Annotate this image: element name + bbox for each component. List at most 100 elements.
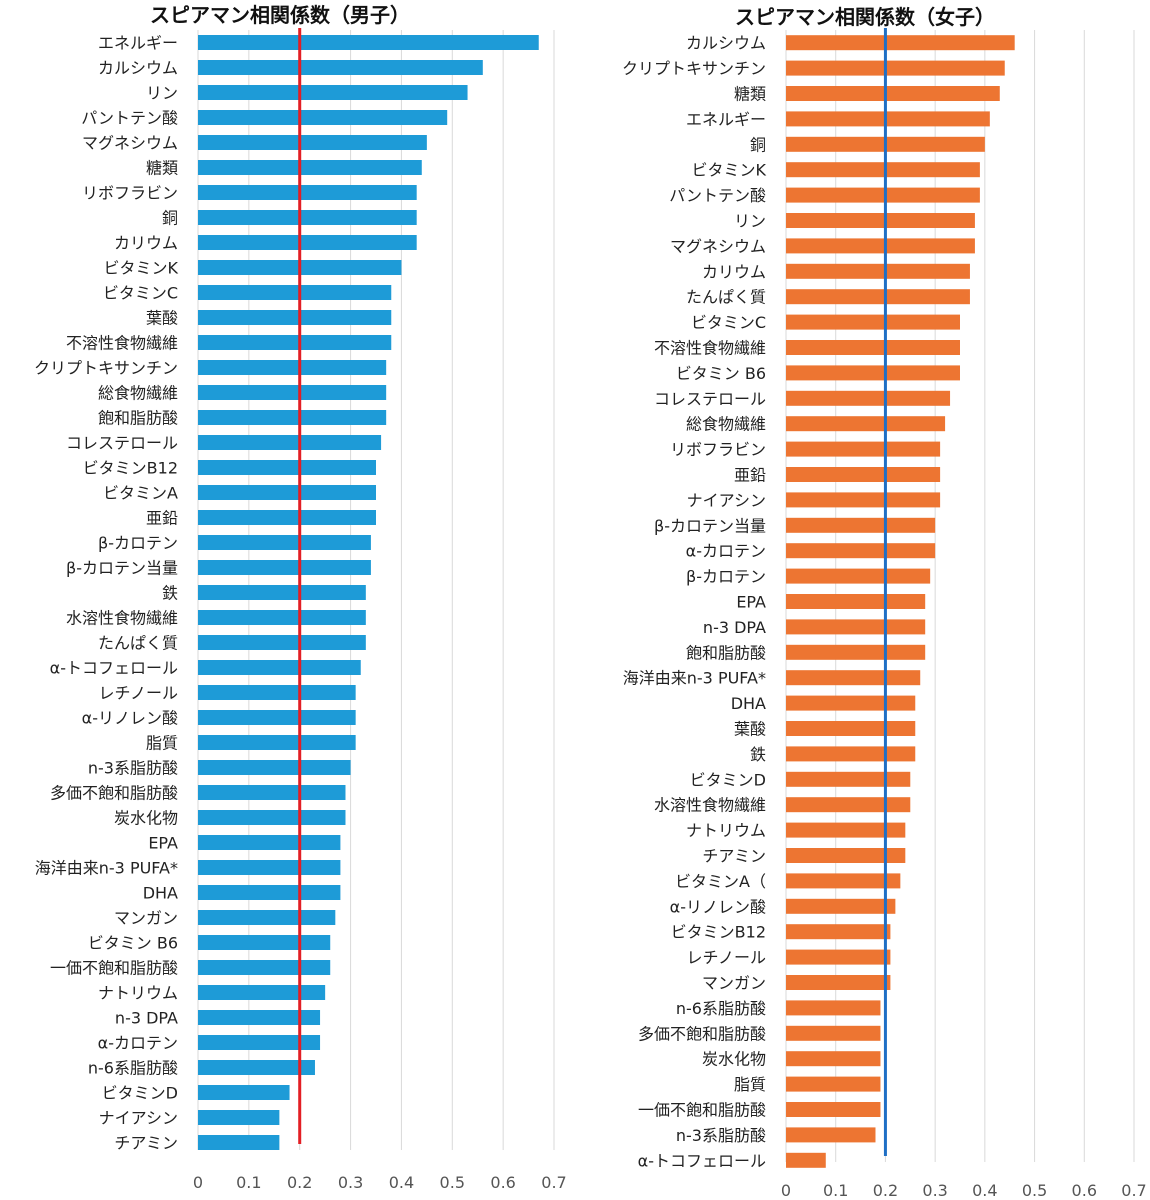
category-label: 飽和脂肪酸 [98, 409, 178, 428]
category-label: チアミン [702, 847, 766, 866]
bar-female [786, 1000, 881, 1016]
category-label: マグネシウム [670, 237, 766, 256]
bar-female [786, 365, 960, 381]
category-label: リン [146, 84, 178, 103]
bar-female [786, 1102, 881, 1117]
category-label: マンガン [114, 909, 178, 928]
category-label: ナイアシン [99, 1109, 178, 1128]
bar-female [786, 898, 896, 914]
category-label: ビタミン B6 [88, 934, 178, 953]
category-label: 葉酸 [146, 309, 178, 328]
bar-female [786, 822, 906, 838]
category-label: n-3系脂肪酸 [88, 759, 178, 778]
bar-male [198, 635, 366, 650]
bar-female [786, 35, 1015, 51]
category-label: たんぱく質 [686, 288, 766, 307]
category-label: DHA [731, 694, 766, 713]
category-label: 海洋由来n-3 PUFA* [35, 859, 178, 878]
bar-male [198, 235, 417, 250]
category-label: マグネシウム [82, 134, 178, 153]
bar-female [786, 467, 941, 482]
bar-male [198, 760, 351, 775]
bar-male [198, 785, 346, 800]
bar-female [786, 187, 980, 203]
bar-male [198, 935, 331, 950]
x-tick-label: 0.5 [440, 1173, 465, 1192]
bar-female [786, 441, 941, 457]
bar-female [786, 975, 891, 990]
category-label: ナトリウム [98, 984, 178, 1003]
category-label: n-3 DPA [703, 618, 766, 637]
bar-male [198, 435, 382, 450]
category-label: レチノール [98, 684, 178, 703]
bar-male [198, 885, 341, 900]
category-label: 亜鉛 [146, 509, 178, 528]
category-label: β-カロテン当量 [654, 516, 766, 535]
x-tick-label: 0.7 [541, 1173, 566, 1192]
bar-male [198, 685, 356, 700]
category-label: 炭水化物 [702, 1050, 766, 1069]
bar-male [198, 660, 361, 675]
category-label: ビタミンD [102, 1084, 178, 1103]
category-label: クリプトキサンチン [34, 359, 178, 378]
bar-male [198, 185, 417, 200]
category-label: カリウム [114, 234, 178, 253]
x-tick-label: 0.4 [389, 1173, 414, 1192]
bar-female [786, 594, 926, 609]
bar-female [786, 1076, 881, 1092]
chart-title-female: スピアマン相関係数（女子） [735, 5, 995, 29]
bar-male [198, 1110, 280, 1125]
category-label: ビタミンB12 [83, 459, 178, 478]
category-label: α-リノレン酸 [670, 897, 766, 916]
category-label: 海洋由来n-3 PUFA* [623, 669, 766, 688]
bar-female [786, 721, 916, 736]
category-label: 水溶性食物繊維 [654, 796, 766, 815]
x-tick-label: 0 [193, 1173, 203, 1192]
x-tick-label: 0.3 [338, 1173, 363, 1192]
bar-female [786, 517, 936, 533]
bar-male [198, 460, 376, 475]
category-label: ビタミンC [103, 284, 178, 303]
x-tick-label: 0.2 [873, 1181, 898, 1200]
x-tick-label: 0.3 [922, 1181, 947, 1200]
bar-male [198, 835, 341, 850]
category-label: 亜鉛 [734, 466, 766, 485]
category-label: リボフラビン [670, 440, 766, 459]
bar-female [786, 797, 911, 813]
category-label: 鉄 [162, 584, 178, 603]
category-label: β-カロテン [686, 567, 766, 586]
bar-female [786, 1025, 881, 1041]
x-tick-label: 0.6 [1072, 1181, 1097, 1200]
category-label: α-トコフェロール [50, 659, 178, 678]
chart-male: スピアマン相関係数（男子） 0 0.1 0.2 0.3 0.4 0.5 0.6 0.7 エネルギ… [34, 3, 567, 1192]
category-label: 脂質 [734, 1075, 766, 1094]
bar-male [198, 810, 346, 825]
category-label: 水溶性食物繊維 [66, 609, 178, 628]
category-label: たんぱく質 [98, 634, 178, 653]
category-label: 葉酸 [734, 720, 766, 739]
bar-male [198, 485, 376, 500]
bar-female [786, 263, 970, 279]
category-label: レチノール [686, 948, 766, 967]
category-label: クリプトキサンチン [622, 59, 766, 78]
bar-male [198, 310, 392, 325]
category-label: リン [734, 212, 766, 231]
category-label: 不溶性食物繊維 [654, 339, 766, 358]
category-label: チアミン [114, 1134, 178, 1153]
category-label: 銅 [162, 209, 178, 228]
x-tick-label: 0.4 [972, 1181, 997, 1200]
category-label: α-トコフェロール [638, 1151, 766, 1170]
bar-female [786, 695, 916, 711]
bar-male [198, 585, 366, 600]
category-label: 一価不飽和脂肪酸 [638, 1101, 766, 1120]
x-tick-label: 0.1 [236, 1173, 261, 1192]
category-label: 総食物繊維 [686, 415, 766, 434]
category-label: n-3系脂肪酸 [676, 1126, 766, 1145]
bar-female [786, 848, 906, 863]
category-label: カルシウム [686, 34, 766, 53]
bar-male [198, 385, 387, 400]
category-label: パントテン酸 [81, 109, 178, 128]
category-label: パントテン酸 [669, 186, 766, 205]
bar-female [786, 1152, 826, 1168]
